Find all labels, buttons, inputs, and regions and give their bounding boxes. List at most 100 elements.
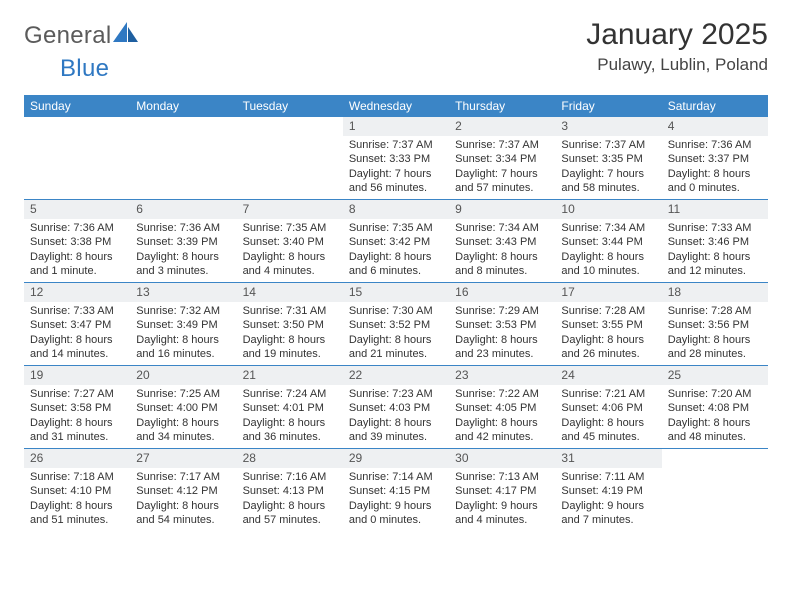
daylight-text: Daylight: 8 hours [349, 250, 443, 264]
daylight-text: and 4 minutes. [243, 264, 337, 278]
brand-word-1: General [24, 22, 111, 50]
daylight-text: Daylight: 8 hours [30, 416, 124, 430]
day-number: 13 [130, 283, 236, 302]
day-number: 21 [237, 366, 343, 385]
calendar-cell: 11Sunrise: 7:33 AMSunset: 3:46 PMDayligh… [662, 200, 768, 282]
calendar-week: 1Sunrise: 7:37 AMSunset: 3:33 PMDaylight… [24, 117, 768, 200]
calendar-cell: 30Sunrise: 7:13 AMSunset: 4:17 PMDayligh… [449, 449, 555, 531]
day-number: 15 [343, 283, 449, 302]
calendar-cell: 10Sunrise: 7:34 AMSunset: 3:44 PMDayligh… [555, 200, 661, 282]
day-number: 6 [130, 200, 236, 219]
calendar-cell [130, 117, 236, 199]
daylight-text: Daylight: 8 hours [243, 333, 337, 347]
daylight-text: and 58 minutes. [561, 181, 655, 195]
day-number: 25 [662, 366, 768, 385]
calendar-cell: 13Sunrise: 7:32 AMSunset: 3:49 PMDayligh… [130, 283, 236, 365]
day-number: 11 [662, 200, 768, 219]
daylight-text: and 39 minutes. [349, 430, 443, 444]
sunset-text: Sunset: 3:40 PM [243, 235, 337, 249]
sunrise-text: Sunrise: 7:11 AM [561, 470, 655, 484]
sunset-text: Sunset: 3:47 PM [30, 318, 124, 332]
sunrise-text: Sunrise: 7:37 AM [455, 138, 549, 152]
daylight-text: and 19 minutes. [243, 347, 337, 361]
calendar-cell: 20Sunrise: 7:25 AMSunset: 4:00 PMDayligh… [130, 366, 236, 448]
sunset-text: Sunset: 3:44 PM [561, 235, 655, 249]
calendar-body: 1Sunrise: 7:37 AMSunset: 3:33 PMDaylight… [24, 117, 768, 531]
calendar-cell: 9Sunrise: 7:34 AMSunset: 3:43 PMDaylight… [449, 200, 555, 282]
calendar-week: 19Sunrise: 7:27 AMSunset: 3:58 PMDayligh… [24, 366, 768, 449]
calendar-cell: 12Sunrise: 7:33 AMSunset: 3:47 PMDayligh… [24, 283, 130, 365]
day-number [130, 117, 236, 136]
sunset-text: Sunset: 3:33 PM [349, 152, 443, 166]
sunrise-text: Sunrise: 7:33 AM [30, 304, 124, 318]
daylight-text: Daylight: 7 hours [561, 167, 655, 181]
daylight-text: and 36 minutes. [243, 430, 337, 444]
calendar-week: 12Sunrise: 7:33 AMSunset: 3:47 PMDayligh… [24, 283, 768, 366]
sunrise-text: Sunrise: 7:16 AM [243, 470, 337, 484]
calendar-cell: 31Sunrise: 7:11 AMSunset: 4:19 PMDayligh… [555, 449, 661, 531]
calendar-cell: 21Sunrise: 7:24 AMSunset: 4:01 PMDayligh… [237, 366, 343, 448]
day-label-tue: Tuesday [237, 95, 343, 117]
daylight-text: and 28 minutes. [668, 347, 762, 361]
sunrise-text: Sunrise: 7:37 AM [349, 138, 443, 152]
daylight-text: Daylight: 8 hours [136, 333, 230, 347]
daylight-text: and 14 minutes. [30, 347, 124, 361]
sunrise-text: Sunrise: 7:20 AM [668, 387, 762, 401]
calendar-cell: 6Sunrise: 7:36 AMSunset: 3:39 PMDaylight… [130, 200, 236, 282]
daylight-text: Daylight: 8 hours [136, 250, 230, 264]
sunrise-text: Sunrise: 7:36 AM [30, 221, 124, 235]
sunset-text: Sunset: 4:13 PM [243, 484, 337, 498]
day-number: 4 [662, 117, 768, 136]
calendar-cell: 17Sunrise: 7:28 AMSunset: 3:55 PMDayligh… [555, 283, 661, 365]
daylight-text: and 12 minutes. [668, 264, 762, 278]
daylight-text: and 42 minutes. [455, 430, 549, 444]
brand-logo: General [24, 18, 139, 50]
day-number: 7 [237, 200, 343, 219]
daylight-text: Daylight: 8 hours [243, 499, 337, 513]
daylight-text: and 8 minutes. [455, 264, 549, 278]
sunrise-text: Sunrise: 7:13 AM [455, 470, 549, 484]
daylight-text: and 56 minutes. [349, 181, 443, 195]
sunset-text: Sunset: 4:12 PM [136, 484, 230, 498]
sunset-text: Sunset: 3:50 PM [243, 318, 337, 332]
day-number: 23 [449, 366, 555, 385]
daylight-text: and 6 minutes. [349, 264, 443, 278]
sunset-text: Sunset: 3:35 PM [561, 152, 655, 166]
sunset-text: Sunset: 3:53 PM [455, 318, 549, 332]
title-block: January 2025 Pulawy, Lublin, Poland [586, 18, 768, 75]
day-number: 8 [343, 200, 449, 219]
sunset-text: Sunset: 4:10 PM [30, 484, 124, 498]
sunset-text: Sunset: 4:03 PM [349, 401, 443, 415]
daylight-text: and 34 minutes. [136, 430, 230, 444]
day-label-sat: Saturday [662, 95, 768, 117]
daylight-text: and 21 minutes. [349, 347, 443, 361]
daylight-text: Daylight: 9 hours [561, 499, 655, 513]
brand-sail-icon [113, 22, 139, 49]
day-number [24, 117, 130, 136]
daylight-text: and 16 minutes. [136, 347, 230, 361]
calendar-cell: 24Sunrise: 7:21 AMSunset: 4:06 PMDayligh… [555, 366, 661, 448]
sunset-text: Sunset: 3:58 PM [30, 401, 124, 415]
brand-word-2: Blue [60, 55, 109, 83]
daylight-text: and 57 minutes. [243, 513, 337, 527]
sunrise-text: Sunrise: 7:17 AM [136, 470, 230, 484]
daylight-text: Daylight: 8 hours [30, 250, 124, 264]
day-number: 1 [343, 117, 449, 136]
day-label-fri: Friday [555, 95, 661, 117]
day-number: 30 [449, 449, 555, 468]
sunrise-text: Sunrise: 7:28 AM [561, 304, 655, 318]
sunset-text: Sunset: 3:37 PM [668, 152, 762, 166]
sunset-text: Sunset: 4:01 PM [243, 401, 337, 415]
sunset-text: Sunset: 4:17 PM [455, 484, 549, 498]
sunset-text: Sunset: 3:38 PM [30, 235, 124, 249]
day-number [662, 449, 768, 468]
day-label-thu: Thursday [449, 95, 555, 117]
daylight-text: Daylight: 8 hours [455, 333, 549, 347]
sunset-text: Sunset: 3:34 PM [455, 152, 549, 166]
sunrise-text: Sunrise: 7:22 AM [455, 387, 549, 401]
daylight-text: and 4 minutes. [455, 513, 549, 527]
calendar-cell: 28Sunrise: 7:16 AMSunset: 4:13 PMDayligh… [237, 449, 343, 531]
daylight-text: and 45 minutes. [561, 430, 655, 444]
day-label-mon: Monday [130, 95, 236, 117]
sunset-text: Sunset: 3:46 PM [668, 235, 762, 249]
